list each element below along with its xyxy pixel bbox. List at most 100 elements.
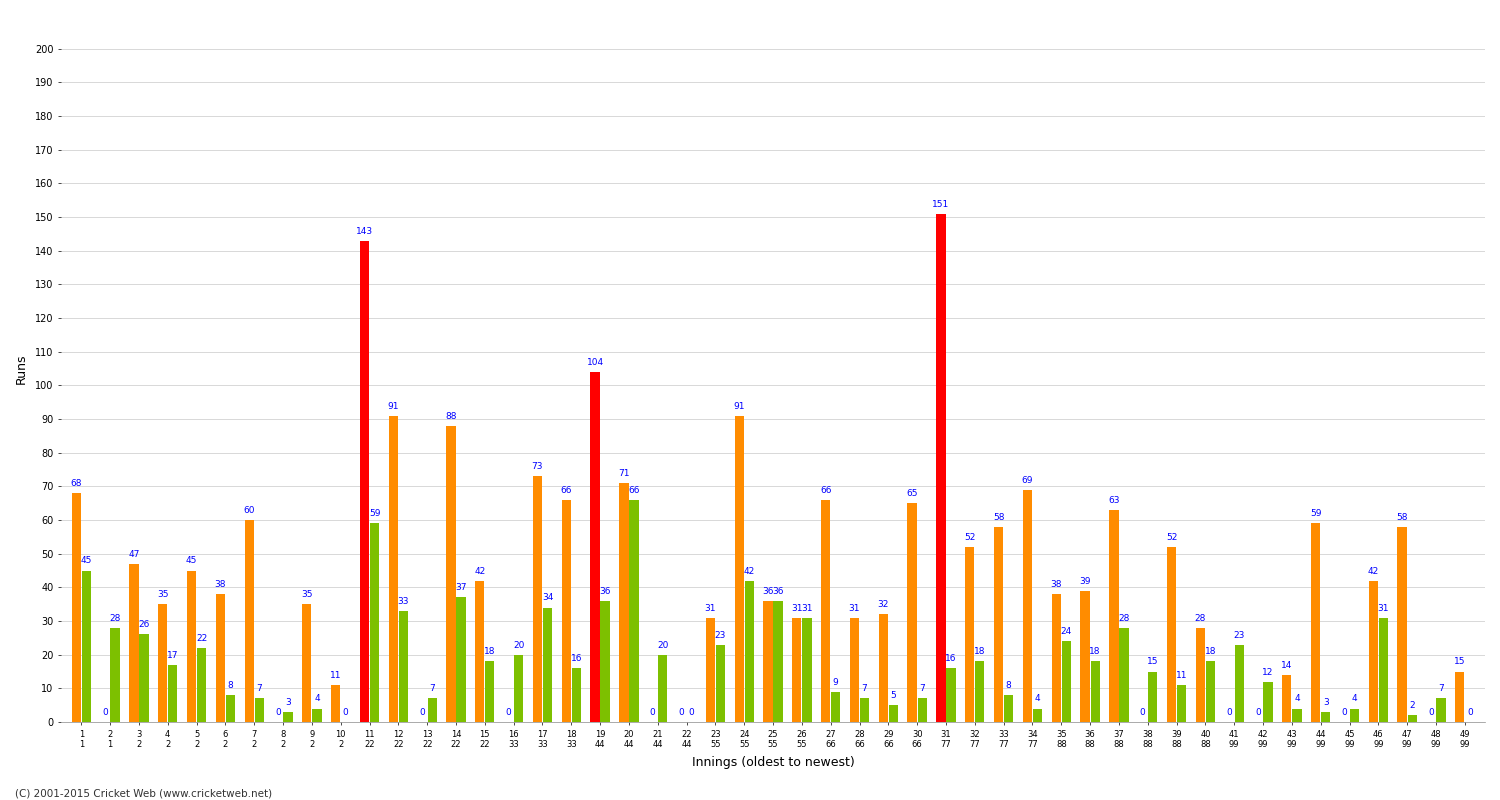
Text: 0: 0 — [1256, 708, 1262, 717]
Bar — [850, 618, 859, 722]
Bar — [591, 372, 600, 722]
Bar — [332, 685, 340, 722]
Bar — [302, 604, 312, 722]
Bar — [879, 614, 888, 722]
Bar — [129, 564, 138, 722]
Text: 45: 45 — [186, 557, 196, 566]
Text: 42: 42 — [1368, 566, 1378, 575]
Bar — [196, 648, 206, 722]
Text: 14: 14 — [1281, 661, 1293, 670]
Bar — [1293, 709, 1302, 722]
Text: 33: 33 — [398, 597, 410, 606]
Text: 18: 18 — [484, 647, 495, 656]
Text: 58: 58 — [1396, 513, 1408, 522]
Text: 16: 16 — [945, 654, 957, 663]
Text: 0: 0 — [344, 708, 348, 717]
Text: 18: 18 — [1204, 647, 1216, 656]
Text: 0: 0 — [1140, 708, 1146, 717]
Bar — [399, 611, 408, 722]
Bar — [111, 628, 120, 722]
Bar — [1178, 685, 1186, 722]
Bar — [447, 426, 456, 722]
Bar — [484, 662, 495, 722]
Text: 4: 4 — [1294, 694, 1299, 703]
Bar — [821, 500, 831, 722]
Bar — [1108, 510, 1119, 722]
Text: 0: 0 — [1227, 708, 1232, 717]
Text: (C) 2001-2015 Cricket Web (www.cricketweb.net): (C) 2001-2015 Cricket Web (www.cricketwe… — [15, 788, 272, 798]
Text: 143: 143 — [356, 226, 374, 235]
Bar — [216, 594, 225, 722]
Bar — [1148, 671, 1158, 722]
Bar — [1407, 715, 1418, 722]
Text: 0: 0 — [274, 708, 280, 717]
Bar — [1196, 628, 1204, 722]
Text: 66: 66 — [628, 486, 639, 494]
Bar — [168, 665, 177, 722]
Text: 7: 7 — [1438, 684, 1444, 694]
Text: 23: 23 — [1233, 630, 1245, 639]
Text: 63: 63 — [1108, 496, 1119, 505]
Bar — [476, 581, 484, 722]
Text: 18: 18 — [974, 647, 986, 656]
Bar — [284, 712, 292, 722]
Text: 23: 23 — [714, 630, 726, 639]
Text: 39: 39 — [1080, 577, 1090, 586]
Text: 73: 73 — [531, 462, 543, 471]
Text: 18: 18 — [1089, 647, 1101, 656]
Text: 0: 0 — [1428, 708, 1434, 717]
Text: 104: 104 — [586, 358, 603, 367]
Bar — [1311, 523, 1320, 722]
Text: 59: 59 — [1310, 510, 1322, 518]
Text: 0: 0 — [678, 708, 684, 717]
Text: 91: 91 — [734, 402, 746, 410]
Bar — [427, 698, 436, 722]
Bar — [888, 705, 898, 722]
Bar — [1398, 526, 1407, 722]
Bar — [975, 662, 984, 722]
Text: 66: 66 — [821, 486, 831, 494]
Bar — [532, 476, 542, 722]
Bar — [188, 570, 196, 722]
Text: 17: 17 — [166, 650, 178, 660]
Bar — [1004, 695, 1014, 722]
Bar — [1322, 712, 1330, 722]
Bar — [312, 709, 321, 722]
Text: 9: 9 — [833, 678, 839, 686]
Text: 28: 28 — [110, 614, 122, 622]
Text: 4: 4 — [314, 694, 320, 703]
Bar — [572, 668, 580, 722]
Text: 0: 0 — [688, 708, 694, 717]
Bar — [158, 604, 168, 722]
Text: 38: 38 — [214, 580, 226, 589]
Bar — [964, 547, 975, 722]
Text: 28: 28 — [1119, 614, 1130, 622]
Text: 36: 36 — [762, 586, 774, 596]
Bar — [918, 698, 927, 722]
Text: 0: 0 — [650, 708, 656, 717]
Bar — [716, 645, 724, 722]
Text: 32: 32 — [878, 600, 890, 610]
Bar — [1282, 675, 1292, 722]
Text: 3: 3 — [285, 698, 291, 707]
Bar — [561, 500, 572, 722]
Bar — [1378, 618, 1388, 722]
Text: 15: 15 — [1148, 658, 1158, 666]
Text: 91: 91 — [387, 402, 399, 410]
Bar — [1034, 709, 1042, 722]
Text: 151: 151 — [933, 199, 950, 209]
Text: 8: 8 — [1007, 681, 1011, 690]
Bar — [255, 698, 264, 722]
Text: 65: 65 — [906, 489, 918, 498]
Bar — [360, 241, 369, 722]
Bar — [514, 654, 523, 722]
Bar — [1080, 590, 1089, 722]
Bar — [1023, 490, 1032, 722]
Bar — [936, 214, 945, 722]
Bar — [140, 634, 148, 722]
Text: 34: 34 — [542, 594, 554, 602]
Text: 2: 2 — [1410, 702, 1414, 710]
Bar — [81, 570, 92, 722]
Bar — [1234, 645, 1244, 722]
Bar — [658, 654, 668, 722]
